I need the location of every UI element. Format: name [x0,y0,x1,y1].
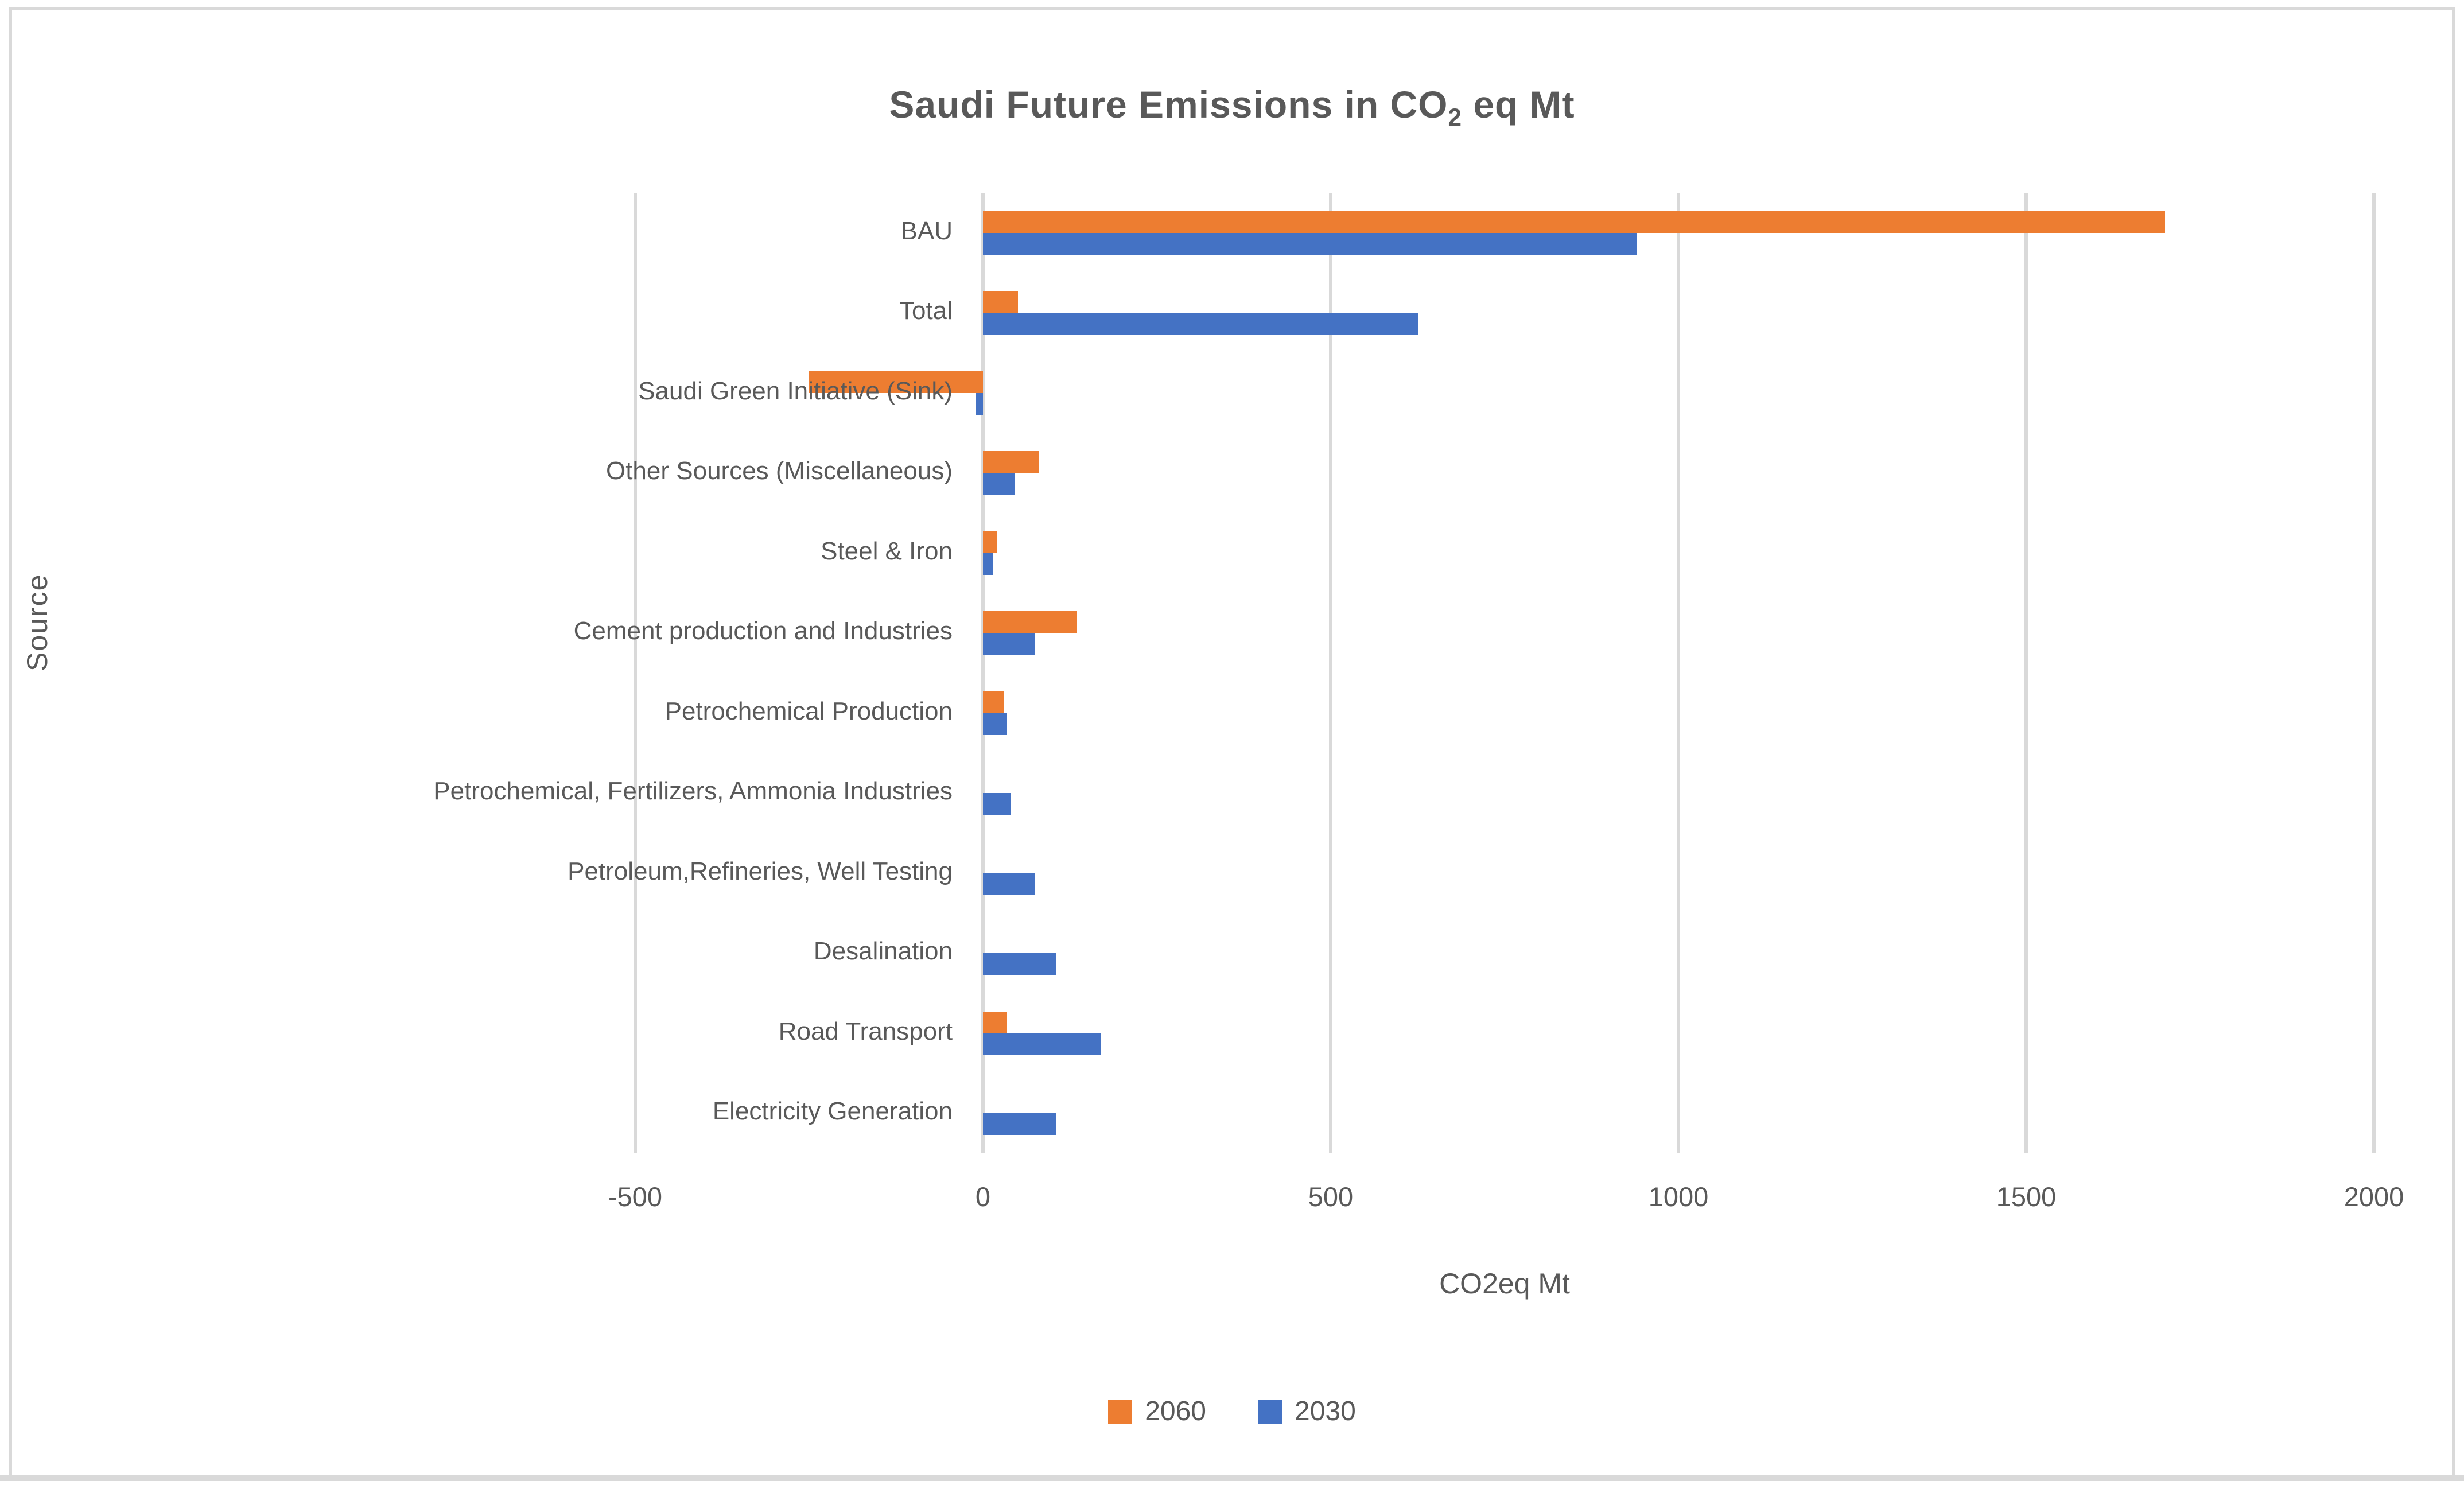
category-label: Petroleum,Refineries, Well Testing [568,857,953,885]
x-tick-label: -500 [608,1181,663,1212]
gridline-x-0 [981,193,985,1153]
x-tick-label: 1500 [1996,1181,2057,1212]
bar-2030-bau [983,232,1637,255]
gridline-x-1000 [1677,193,1680,1153]
bar-2030-road-transport [983,1033,1102,1055]
bar-2030-desalination [983,953,1056,975]
chart-title-suffix: eq Mt [1462,83,1575,126]
x-tick-label: 2000 [2343,1181,2404,1212]
legend-label: 2060 [1145,1396,1206,1426]
bar-2060-other-sources-miscellaneous [983,451,1039,473]
gridline-x-500 [1329,193,1332,1153]
bar-2030-petroleum-refineries-well-testing [983,873,1035,895]
bar-2030-cement-production-and-industries [983,633,1035,655]
chart-title-prefix: Saudi Future Emissions in CO [889,83,1448,126]
worksheet-edge-line [0,1475,2464,1481]
bar-2030-total [983,313,1418,335]
legend-item-2060: 2060 [1108,1395,1206,1427]
category-label: Road Transport [778,1017,953,1045]
bar-2030-petrochemical-production [983,713,1008,735]
bar-2060-bau [983,211,2166,233]
legend-swatch-icon [1258,1399,1282,1424]
bar-2060-road-transport [983,1011,1008,1033]
bar-2030-petrochemical-fertilizers-ammonia-industries [983,793,1011,815]
bar-2030-other-sources-miscellaneous [983,473,1015,495]
bar-2060-cement-production-and-industries [983,611,1077,633]
bar-2060-steel-iron [983,531,997,553]
category-label: Desalination [813,937,953,966]
category-label: Total [899,297,953,325]
category-label: BAU [900,216,953,245]
category-label: Electricity Generation [712,1097,953,1126]
x-tick-label: 1000 [1648,1181,1709,1212]
x-tick-label: 500 [1308,1181,1354,1212]
x-axis-title: CO2eq Mt [1439,1268,1570,1300]
category-label: Petrochemical, Fertilizers, Ammonia Indu… [433,777,953,806]
gridline-x-2000 [2372,193,2376,1153]
chart-title-subscript: 2 [1448,104,1462,131]
gridline-x-1500 [2024,193,2028,1153]
category-label: Saudi Green Initiative (Sink) [638,376,953,405]
category-label: Cement production and Industries [573,617,953,646]
bar-2060-petrochemical-production [983,691,1004,713]
legend-label: 2030 [1295,1396,1356,1426]
gridline-x--500 [634,193,637,1153]
bar-2030-electricity-generation [983,1113,1056,1136]
chart-legend: 2060 2030 [0,1395,2464,1427]
bar-2060-total [983,291,1018,313]
bar-2030-saudi-green-initiative-sink [976,392,983,415]
legend-item-2030: 2030 [1258,1395,1356,1427]
category-label: Petrochemical Production [664,697,953,725]
legend-swatch-icon [1108,1399,1133,1424]
category-label: Other Sources (Miscellaneous) [605,457,953,485]
x-tick-label: 0 [975,1181,991,1212]
category-label: Steel & Iron [821,537,953,565]
bar-2060-saudi-green-initiative-sink [809,371,983,393]
chart-title: Saudi Future Emissions in CO2 eq Mt [0,83,2464,131]
bar-2030-steel-iron [983,553,994,575]
